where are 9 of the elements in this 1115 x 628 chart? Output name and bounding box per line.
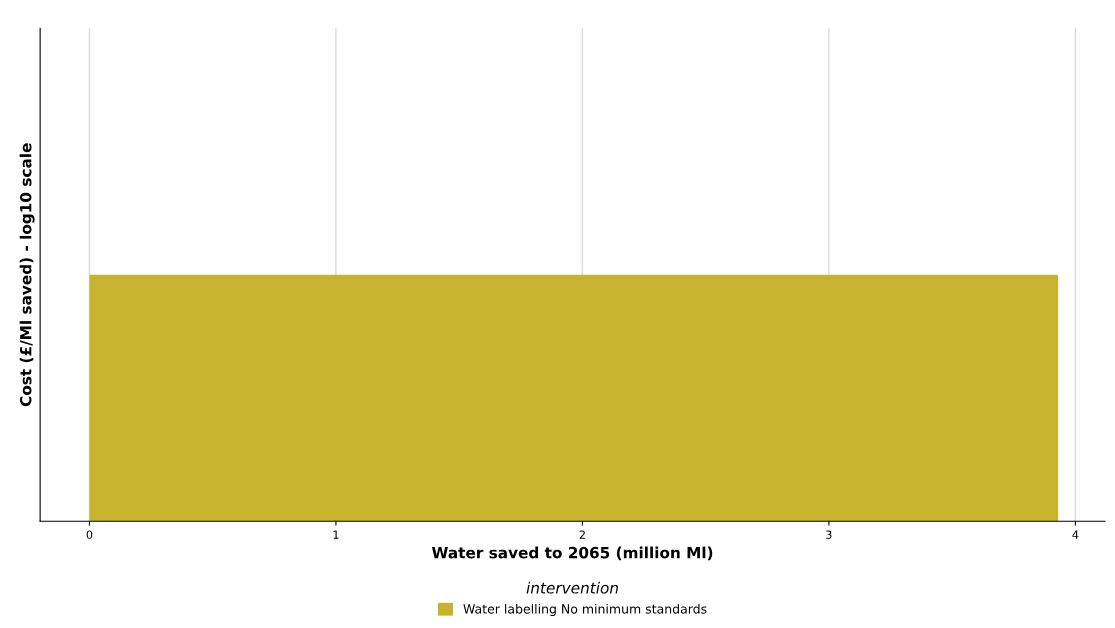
x-tick-label: 2 <box>579 530 585 539</box>
x-tick-label: 1 <box>333 530 339 539</box>
x-axis-title: Water saved to 2065 (million Ml) <box>432 546 713 561</box>
legend-label: Water labelling No minimum standards <box>463 603 707 617</box>
x-tick-label: 0 <box>86 530 93 539</box>
y-axis-title: Cost (£/Ml saved) - log10 scale <box>19 143 35 407</box>
x-tick-label: 4 <box>1072 530 1079 539</box>
x-tick-label: 3 <box>826 530 832 539</box>
legend-title: intervention <box>526 581 619 594</box>
